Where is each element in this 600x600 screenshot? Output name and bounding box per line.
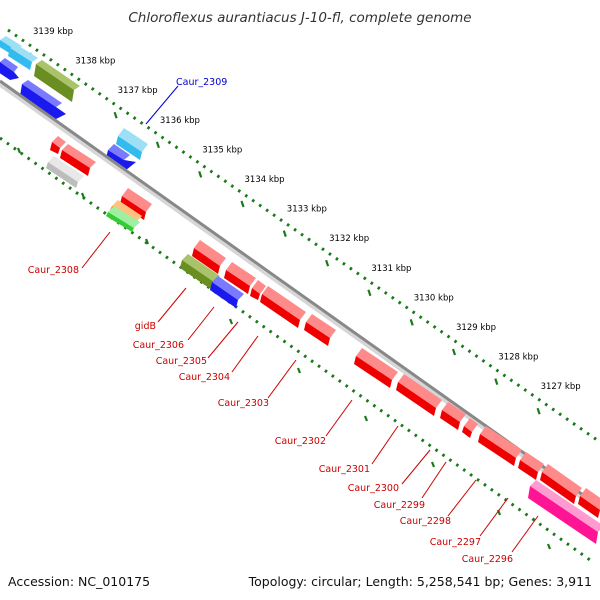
gene-label-caur-2299: Caur_2299 — [374, 500, 425, 511]
inner-tick — [296, 367, 302, 374]
gene-olive-top — [34, 60, 80, 102]
gene-blue-left-1 — [0, 58, 19, 80]
leader-caur-2299 — [421, 461, 447, 499]
gene-red-2306 — [192, 240, 226, 274]
gene-gray — [46, 156, 84, 188]
kbp-tick-label: 3138 kbp — [75, 57, 115, 67]
gene-red-2303 — [304, 314, 336, 346]
outer-tick — [536, 407, 541, 415]
gene-red-2302 — [354, 348, 398, 388]
outer-tick — [240, 200, 245, 208]
gene-red-2296-a — [540, 464, 582, 504]
outer-ruler-track — [7, 28, 600, 444]
gene-blue-2306 — [210, 276, 244, 308]
leader-caur-2306 — [187, 306, 215, 341]
leader-gidB — [157, 287, 187, 323]
leader-caur-2303 — [267, 359, 297, 399]
gene-label-caur-2302: Caur_2302 — [275, 436, 326, 447]
gene-label-caur-2308: Caur_2308 — [28, 265, 79, 276]
gene-red-2308-a — [120, 188, 152, 220]
gene-red-2304 — [260, 286, 306, 328]
leader-caur-2296 — [511, 515, 539, 553]
gene-green — [106, 206, 140, 232]
leader-caur-2297 — [479, 497, 509, 537]
leader-lines — [81, 85, 539, 553]
genome-info-text: Topology: circular; Length: 5,258,541 bp… — [248, 574, 592, 589]
outer-tick — [494, 378, 499, 385]
gene-olive-gidB — [180, 254, 220, 290]
inner-tick — [430, 461, 436, 468]
map-title: Chloroflexus aurantiacus J-10-fl, comple… — [128, 10, 472, 26]
forward-strand-genes — [0, 36, 148, 170]
gene-cyan-top — [8, 44, 38, 70]
gene-red-2299 — [462, 418, 478, 438]
gene-magenta — [528, 480, 600, 544]
gene-labels: Caur_2309 Caur_2308 gidB Caur_2306 Caur_… — [28, 77, 513, 565]
leader-caur-2308 — [81, 231, 111, 269]
kbp-tick-label: 3135 kbp — [202, 145, 242, 155]
inner-tick — [363, 415, 369, 422]
outer-tick — [113, 111, 118, 119]
outer-tick — [367, 289, 372, 297]
gene-red-2301 — [396, 374, 442, 416]
inner-tick — [228, 318, 234, 325]
gene-red-2300 — [440, 402, 466, 430]
outer-tick — [409, 319, 414, 326]
gene-blue-left-2 — [20, 80, 66, 120]
gene-red-2298 — [478, 426, 522, 466]
leader-caur-2309 — [145, 85, 179, 125]
gene-label-caur-2298: Caur_2298 — [400, 516, 451, 527]
reverse-strand-genes — [46, 136, 600, 544]
gene-label-caur-2305: Caur_2305 — [156, 356, 207, 367]
gene-red-right-edge — [578, 488, 600, 518]
gene-cyan-caur-2309 — [116, 128, 148, 160]
gene-red-2305 — [224, 262, 256, 294]
gene-label-caur-2306: Caur_2306 — [133, 340, 184, 351]
inner-tick — [144, 238, 150, 245]
inner-tick — [80, 192, 86, 199]
accession-text: Accession: NC_010175 — [8, 574, 151, 589]
kbp-tick-label: 3139 kbp — [33, 27, 73, 37]
kbp-tick-label: 3136 kbp — [160, 116, 200, 126]
gene-label-gidB: gidB — [135, 321, 156, 332]
leader-caur-2300 — [401, 449, 431, 485]
outer-tick — [282, 230, 287, 237]
outer-tick — [155, 141, 160, 149]
gene-red-small-1 — [50, 136, 66, 154]
leader-caur-2301 — [371, 425, 399, 465]
kbp-tick-label: 3128 kbp — [498, 353, 538, 363]
kbp-tick-label: 3127 kbp — [541, 382, 581, 392]
gene-label-caur-2309: Caur_2309 — [176, 77, 227, 88]
gene-label-caur-2301: Caur_2301 — [319, 464, 370, 475]
leader-caur-2298 — [447, 479, 477, 517]
kbp-tick-label: 3129 kbp — [456, 323, 496, 333]
gene-label-caur-2297: Caur_2297 — [430, 537, 481, 548]
leader-caur-2305 — [207, 321, 239, 359]
kbp-tick-label: 3130 kbp — [414, 293, 454, 303]
kbp-tick-label: 3133 kbp — [287, 205, 327, 215]
kbp-tick-label: 3132 kbp — [329, 234, 369, 244]
outer-tick — [198, 171, 203, 178]
inner-tick — [16, 147, 22, 154]
gene-red-small-2 — [250, 280, 266, 300]
leader-caur-2302 — [325, 399, 353, 437]
gene-red-2297 — [518, 452, 544, 480]
gene-blue-mid — [106, 144, 136, 170]
kbp-tick-label: 3134 kbp — [245, 175, 285, 185]
gene-red-upper — [60, 144, 96, 176]
outer-tick — [451, 348, 457, 356]
leader-caur-2304 — [231, 335, 259, 373]
gene-label-caur-2296: Caur_2296 — [462, 554, 513, 565]
gene-label-caur-2300: Caur_2300 — [348, 483, 399, 494]
gene-label-caur-2303: Caur_2303 — [218, 398, 269, 409]
inner-ruler-track — [0, 136, 591, 562]
kbp-tick-label: 3137 kbp — [118, 86, 158, 96]
kbp-tick-label: 3131 kbp — [371, 264, 411, 274]
outer-tick — [325, 259, 330, 267]
gene-label-caur-2304: Caur_2304 — [179, 372, 230, 383]
inner-tick — [546, 543, 552, 550]
